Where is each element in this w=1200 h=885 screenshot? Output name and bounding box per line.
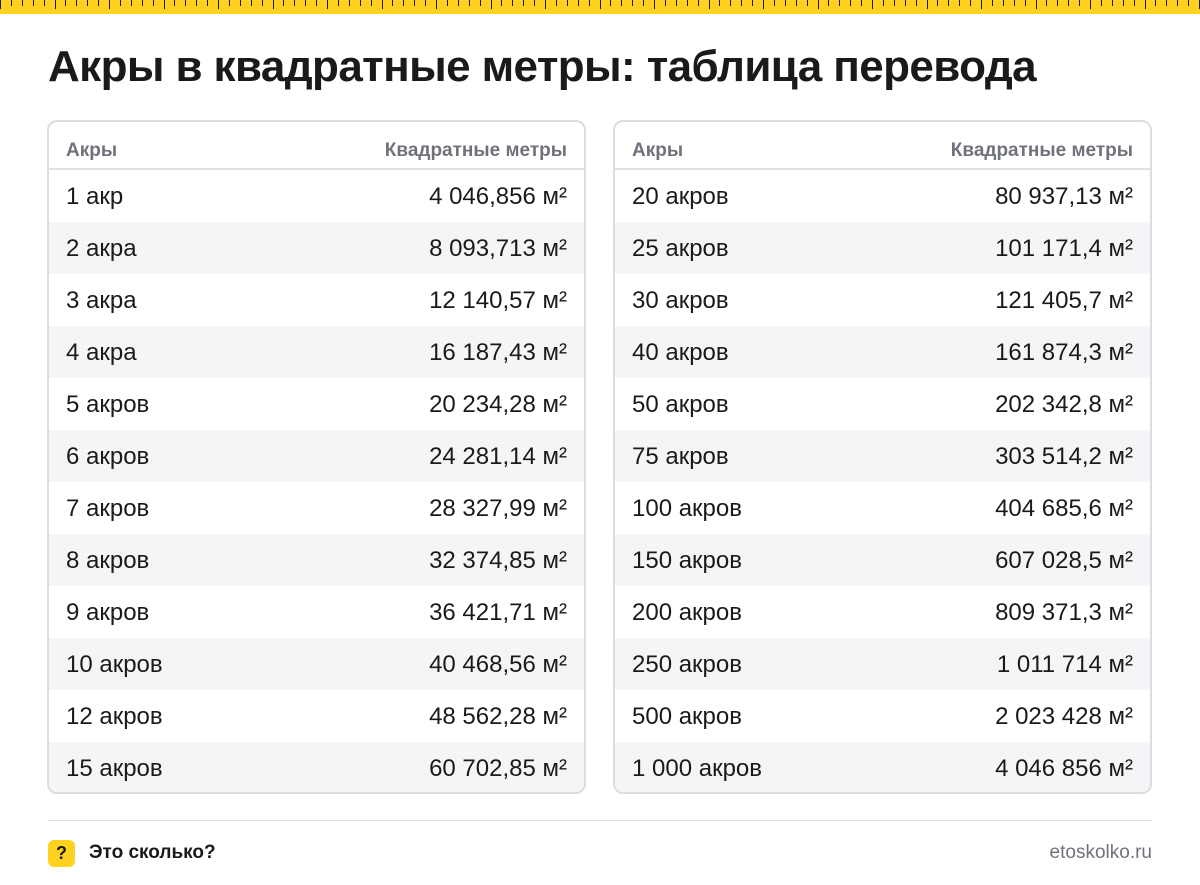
- square-meters-cell: 607 028,5 м²: [995, 547, 1133, 574]
- table-row: 100 акров 404 685,6 м²: [615, 482, 1150, 534]
- table-row: 1 акр 4 046,856 м²: [49, 170, 584, 222]
- acres-cell: 500 акров: [632, 703, 743, 730]
- table-row: 200 акров 809 371,3 м²: [615, 586, 1150, 638]
- acres-cell: 15 акров: [66, 755, 163, 782]
- table-row: 9 акров 36 421,71 м²: [49, 586, 584, 638]
- footer-divider: [47, 820, 1152, 821]
- table-row: 25 акров 101 171,4 м²: [615, 222, 1150, 274]
- acres-cell: 10 акров: [66, 651, 163, 678]
- acres-cell: 3 акра: [66, 287, 137, 314]
- table-row: 8 акров 32 374,85 м²: [49, 534, 584, 586]
- acres-cell: 25 акров: [632, 235, 729, 262]
- brand-name: Это сколько?: [89, 842, 216, 863]
- table-row: 6 акров 24 281,14 м²: [49, 430, 584, 482]
- acres-cell: 2 акра: [66, 235, 137, 262]
- acres-cell: 30 акров: [632, 287, 729, 314]
- table-row: 3 акра 12 140,57 м²: [49, 274, 584, 326]
- square-meters-cell: 809 371,3 м²: [995, 599, 1133, 626]
- table-row: 5 акров 20 234,28 м²: [49, 378, 584, 430]
- table-row: 150 акров 607 028,5 м²: [615, 534, 1150, 586]
- acres-cell: 50 акров: [632, 391, 729, 418]
- square-meters-cell: 2 023 428 м²: [995, 703, 1133, 730]
- acres-cell: 100 акров: [632, 495, 743, 522]
- acres-cell: 4 акра: [66, 339, 137, 366]
- acres-cell: 1 акр: [66, 183, 124, 210]
- table-row: 40 акров 161 874,3 м²: [615, 326, 1150, 378]
- square-meters-cell: 101 171,4 м²: [995, 235, 1133, 262]
- ruler-decoration: [0, 0, 1200, 14]
- square-meters-cell: 16 187,43 м²: [429, 339, 567, 366]
- acres-cell: 12 акров: [66, 703, 163, 730]
- square-meters-cell: 80 937,13 м²: [995, 183, 1133, 210]
- acres-cell: 20 акров: [632, 183, 729, 210]
- ruler-ticks: [0, 0, 1200, 9]
- square-meters-cell: 161 874,3 м²: [995, 339, 1133, 366]
- square-meters-cell: 12 140,57 м²: [429, 287, 567, 314]
- square-meters-cell: 1 011 714 м²: [996, 651, 1133, 678]
- acres-cell: 5 акров: [66, 391, 150, 418]
- acres-cell: 40 акров: [632, 339, 729, 366]
- site-url[interactable]: etoskolko.ru: [1049, 842, 1152, 863]
- acres-cell: 7 акров: [66, 495, 150, 522]
- table-body: 1 акр 4 046,856 м² 2 акра 8 093,713 м² 3 а…: [49, 170, 584, 792]
- square-meters-cell: 4 046 856 м²: [995, 755, 1133, 782]
- square-meters-cell: 40 468,56 м²: [429, 651, 567, 678]
- square-meters-cell: 404 685,6 м²: [995, 495, 1133, 522]
- square-meters-cell: 8 093,713 м²: [429, 235, 567, 262]
- column-header-acres: Акры: [632, 140, 684, 161]
- table-row: 30 акров 121 405,7 м²: [615, 274, 1150, 326]
- acres-cell: 8 акров: [66, 547, 150, 574]
- table-row: 2 акра 8 093,713 м²: [49, 222, 584, 274]
- table-body: 20 акров 80 937,13 м² 25 акров 101 171,4 м…: [615, 170, 1150, 792]
- square-meters-cell: 303 514,2 м²: [995, 443, 1133, 470]
- conversion-table-right: Акры Квадратные метры 20 акров 80 937,13 …: [613, 120, 1152, 794]
- square-meters-cell: 36 421,71 м²: [429, 599, 567, 626]
- column-header-square-meters: Квадратные метры: [384, 140, 567, 161]
- conversion-table-left: Акры Квадратные метры 1 акр 4 046,856 м² …: [47, 120, 586, 794]
- acres-cell: 250 акров: [632, 651, 743, 678]
- table-row: 20 акров 80 937,13 м²: [615, 170, 1150, 222]
- table-row: 50 акров 202 342,8 м²: [615, 378, 1150, 430]
- square-meters-cell: 24 281,14 м²: [429, 443, 567, 470]
- acres-cell: 150 акров: [632, 547, 743, 574]
- square-meters-cell: 28 327,99 м²: [429, 495, 567, 522]
- acres-cell: 9 акров: [66, 599, 150, 626]
- table-row: 500 акров 2 023 428 м²: [615, 690, 1150, 742]
- acres-cell: 1 000 акров: [632, 755, 763, 782]
- column-header-acres: Акры: [66, 140, 118, 161]
- table-row: 7 акров 28 327,99 м²: [49, 482, 584, 534]
- page-title: Акры в квадратные метры: таблица перевод…: [48, 42, 1037, 91]
- table-row: 75 акров 303 514,2 м²: [615, 430, 1150, 482]
- table-row: 1 000 акров 4 046 856 м²: [615, 742, 1150, 792]
- table-header: Акры Квадратные метры: [615, 122, 1150, 170]
- square-meters-cell: 20 234,28 м²: [429, 391, 567, 418]
- table-header: Акры Квадратные метры: [49, 122, 584, 170]
- square-meters-cell: 32 374,85 м²: [429, 547, 567, 574]
- table-row: 10 акров 40 468,56 м²: [49, 638, 584, 690]
- column-header-square-meters: Квадратные метры: [950, 140, 1133, 161]
- square-meters-cell: 60 702,85 м²: [429, 755, 567, 782]
- acres-cell: 6 акров: [66, 443, 150, 470]
- table-row: 15 акров 60 702,85 м²: [49, 742, 584, 792]
- table-row: 250 акров 1 011 714 м²: [615, 638, 1150, 690]
- square-meters-cell: 121 405,7 м²: [995, 287, 1133, 314]
- table-row: 4 акра 16 187,43 м²: [49, 326, 584, 378]
- square-meters-cell: 48 562,28 м²: [429, 703, 567, 730]
- acres-cell: 200 акров: [632, 599, 743, 626]
- table-row: 12 акров 48 562,28 м²: [49, 690, 584, 742]
- square-meters-cell: 4 046,856 м²: [429, 183, 567, 210]
- square-meters-cell: 202 342,8 м²: [995, 391, 1133, 418]
- acres-cell: 75 акров: [632, 443, 729, 470]
- question-mark-logo-icon: ?: [48, 840, 75, 867]
